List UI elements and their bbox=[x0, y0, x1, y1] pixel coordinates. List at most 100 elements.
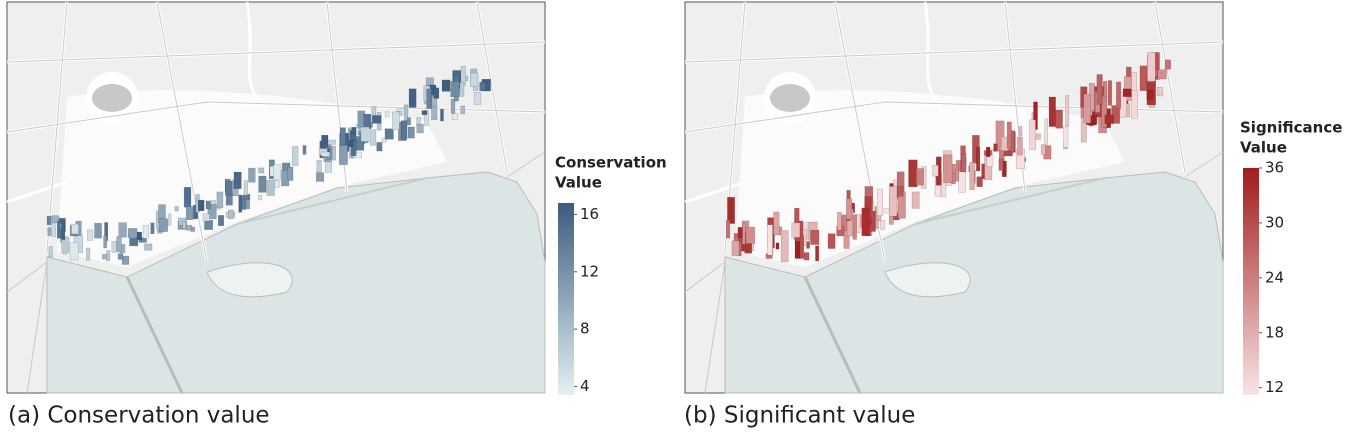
building bbox=[815, 245, 820, 262]
panel-caption: (a) Conservation value bbox=[8, 403, 270, 429]
panel-caption: (b) Significant value bbox=[684, 403, 915, 429]
building bbox=[995, 120, 1005, 149]
building bbox=[479, 82, 486, 91]
building bbox=[106, 250, 111, 262]
building bbox=[198, 199, 205, 212]
building bbox=[248, 167, 256, 183]
building bbox=[433, 87, 440, 99]
building bbox=[61, 236, 70, 254]
building bbox=[1063, 126, 1069, 148]
building bbox=[86, 229, 94, 241]
colorbar-tick-label: 18 bbox=[1265, 323, 1284, 341]
building bbox=[1029, 119, 1036, 151]
building bbox=[233, 171, 242, 189]
building bbox=[118, 222, 127, 238]
building bbox=[1111, 105, 1120, 124]
colorbar-title: Value bbox=[1240, 139, 1287, 157]
colorbar-tick-label: 24 bbox=[1265, 268, 1284, 286]
building bbox=[426, 88, 432, 109]
building bbox=[225, 180, 233, 196]
building bbox=[473, 91, 482, 105]
building bbox=[121, 255, 130, 265]
building bbox=[302, 145, 307, 155]
building bbox=[117, 253, 124, 260]
building bbox=[1040, 144, 1046, 155]
building bbox=[384, 111, 390, 118]
building bbox=[103, 235, 107, 249]
building bbox=[1131, 89, 1138, 119]
building bbox=[69, 242, 79, 261]
building bbox=[459, 82, 465, 97]
building bbox=[880, 220, 886, 230]
building bbox=[852, 214, 857, 240]
building bbox=[372, 115, 382, 124]
building bbox=[731, 240, 740, 256]
building bbox=[773, 211, 780, 236]
colorbar-tick-label: 12 bbox=[580, 262, 599, 280]
building bbox=[943, 154, 953, 183]
building bbox=[407, 117, 411, 126]
colorbar-title: Value bbox=[555, 174, 602, 192]
building bbox=[190, 226, 195, 232]
building bbox=[218, 215, 225, 226]
building bbox=[1146, 90, 1154, 100]
building bbox=[1104, 114, 1114, 124]
building bbox=[421, 110, 428, 115]
building bbox=[725, 219, 731, 239]
building bbox=[897, 186, 904, 197]
building bbox=[861, 207, 870, 237]
colorbar bbox=[558, 203, 574, 395]
building bbox=[1017, 136, 1023, 156]
building bbox=[1107, 80, 1112, 106]
building bbox=[48, 246, 53, 258]
building bbox=[450, 98, 456, 114]
building bbox=[827, 233, 836, 249]
building bbox=[845, 198, 853, 220]
building bbox=[993, 143, 998, 152]
building bbox=[742, 223, 746, 245]
building bbox=[1006, 121, 1012, 149]
building bbox=[129, 237, 139, 247]
colorbar-tick-label: 4 bbox=[580, 377, 590, 395]
building bbox=[258, 194, 263, 201]
colorbar bbox=[1243, 168, 1259, 395]
building bbox=[384, 128, 394, 140]
colorbar-tick-label: 8 bbox=[580, 320, 590, 338]
building bbox=[178, 217, 187, 226]
building bbox=[158, 218, 168, 232]
building bbox=[150, 222, 155, 235]
building bbox=[116, 236, 122, 253]
building bbox=[836, 212, 842, 231]
building bbox=[431, 104, 438, 121]
building bbox=[400, 120, 408, 140]
building bbox=[460, 105, 465, 115]
building bbox=[332, 145, 336, 161]
building bbox=[339, 127, 346, 146]
colorbar-tick-label: 36 bbox=[1265, 159, 1284, 177]
building bbox=[450, 81, 460, 98]
colorbar-tick-label: 30 bbox=[1265, 213, 1284, 231]
building bbox=[111, 240, 117, 253]
building bbox=[407, 126, 415, 139]
building bbox=[1123, 76, 1132, 101]
building bbox=[440, 108, 444, 122]
building bbox=[243, 194, 251, 200]
building bbox=[424, 109, 429, 126]
building bbox=[908, 159, 918, 188]
building bbox=[202, 213, 210, 222]
building bbox=[363, 113, 372, 130]
map-panel bbox=[683, 0, 1225, 395]
building bbox=[441, 79, 451, 92]
building bbox=[810, 229, 820, 245]
building bbox=[350, 140, 357, 156]
map-panel bbox=[5, 0, 547, 395]
building bbox=[1147, 52, 1156, 82]
building bbox=[1139, 65, 1149, 91]
building bbox=[1018, 126, 1023, 137]
building bbox=[320, 151, 330, 157]
building bbox=[916, 168, 924, 186]
building bbox=[287, 166, 294, 181]
building bbox=[94, 222, 102, 239]
building bbox=[273, 164, 281, 180]
